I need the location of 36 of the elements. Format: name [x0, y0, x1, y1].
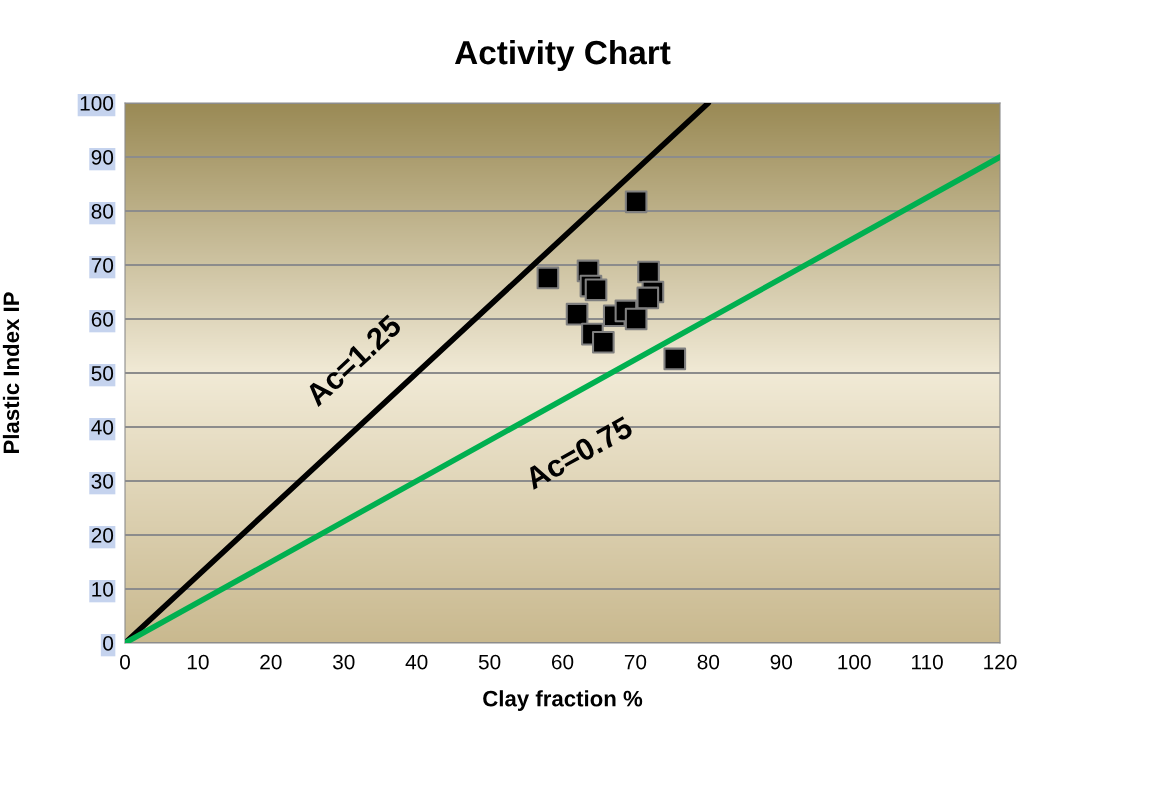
chart-title: Activity Chart — [454, 39, 671, 72]
x-tick-label: 40 — [405, 654, 428, 670]
y-tick-label: 20 — [91, 528, 114, 543]
y-tick-label: 100 — [80, 96, 114, 111]
y-axis-title: Plastic Index IP — [2, 292, 20, 454]
x-tick-label: 80 — [697, 654, 720, 670]
x-tick-label: 20 — [260, 654, 282, 670]
x-axis-title: Clay fraction % — [483, 690, 643, 711]
x-tick-label: 0 — [120, 654, 130, 670]
y-tick-label: 70 — [91, 258, 114, 273]
y-tick-label: 60 — [91, 312, 114, 327]
point — [565, 302, 589, 326]
point — [637, 260, 660, 284]
point — [663, 347, 687, 371]
y-tick-label: 80 — [91, 204, 114, 219]
y-tick-label: 90 — [91, 150, 114, 165]
x-tick-label: 70 — [624, 654, 647, 670]
point — [636, 286, 660, 310]
x-tick-label: 10 — [187, 654, 209, 670]
x-tick-label: 90 — [770, 654, 793, 670]
y-tick-label: 10 — [92, 582, 114, 597]
y-tick-label: 50 — [91, 366, 114, 381]
point — [536, 266, 560, 290]
y-tick-label: 30 — [91, 474, 114, 489]
x-tick-label: 50 — [478, 654, 501, 670]
x-tick-label: 100 — [838, 654, 871, 670]
x-tick-label: 30 — [332, 654, 355, 670]
point — [591, 330, 615, 354]
y-tick-label: 40 — [91, 420, 114, 435]
x-tick-label: 60 — [551, 654, 574, 670]
point — [624, 307, 648, 331]
x-tick-label: 120 — [984, 654, 1017, 670]
point — [624, 190, 648, 214]
point — [584, 278, 608, 302]
x-tick-label: 110 — [912, 654, 943, 670]
y-tick-label: 0 — [103, 636, 114, 651]
